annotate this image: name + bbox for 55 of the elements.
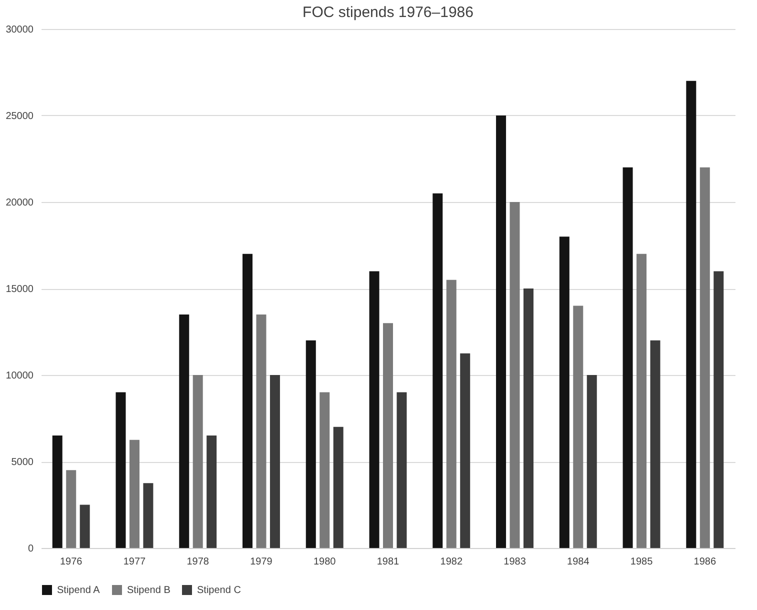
x-tick-label: 1978 xyxy=(186,556,210,568)
bar xyxy=(270,375,280,548)
x-tick-label: 1986 xyxy=(694,556,716,568)
bar xyxy=(460,353,470,548)
bar xyxy=(586,375,597,548)
bar xyxy=(80,504,90,548)
bar xyxy=(192,375,203,548)
bar xyxy=(206,436,217,548)
bar xyxy=(129,440,140,548)
bar xyxy=(143,483,154,548)
bar xyxy=(306,340,316,548)
bar xyxy=(242,254,253,548)
bar xyxy=(496,116,506,548)
bar xyxy=(256,314,266,548)
x-tick-label: 1983 xyxy=(504,556,526,568)
x-tick-label: 1980 xyxy=(313,556,336,568)
x-tick-label: 1985 xyxy=(630,556,654,568)
bar xyxy=(446,280,456,548)
bar xyxy=(523,288,534,548)
x-tick-label: 1977 xyxy=(123,556,146,568)
x-tick-label: 1979 xyxy=(250,556,273,568)
chart-title: FOC stipends 1976–1986 xyxy=(302,4,474,21)
y-tick-label: 20000 xyxy=(6,198,34,208)
bar xyxy=(573,306,584,548)
bar xyxy=(333,426,344,548)
bar xyxy=(510,202,520,548)
y-tick-label: 10000 xyxy=(6,370,34,382)
bar xyxy=(432,193,443,548)
x-tick-label: 1976 xyxy=(60,556,83,568)
bar xyxy=(636,254,647,548)
bar xyxy=(116,392,126,548)
bar xyxy=(320,392,330,548)
bar xyxy=(686,80,696,548)
bar xyxy=(700,167,710,548)
legend-label: Stipend A xyxy=(57,585,100,596)
bar xyxy=(383,323,393,548)
bar xyxy=(369,271,380,548)
x-tick-label: 1982 xyxy=(440,556,463,568)
y-tick-label: 5000 xyxy=(11,457,34,468)
bar xyxy=(52,436,62,548)
bar xyxy=(622,167,633,548)
bar xyxy=(66,470,76,548)
y-tick-label: 0 xyxy=(28,544,34,554)
bar xyxy=(559,236,570,548)
legend-label: Stipend B xyxy=(127,585,171,596)
bar xyxy=(650,340,660,548)
y-tick-label: 25000 xyxy=(6,111,34,122)
x-tick-label: 1981 xyxy=(376,556,400,568)
bar xyxy=(396,392,407,548)
x-tick-label: 1984 xyxy=(567,556,590,568)
legend-label: Stipend C xyxy=(197,585,241,596)
bar xyxy=(179,314,190,548)
y-tick-label: 30000 xyxy=(6,24,34,36)
bar xyxy=(714,271,724,548)
y-tick-label: 15000 xyxy=(6,284,34,295)
